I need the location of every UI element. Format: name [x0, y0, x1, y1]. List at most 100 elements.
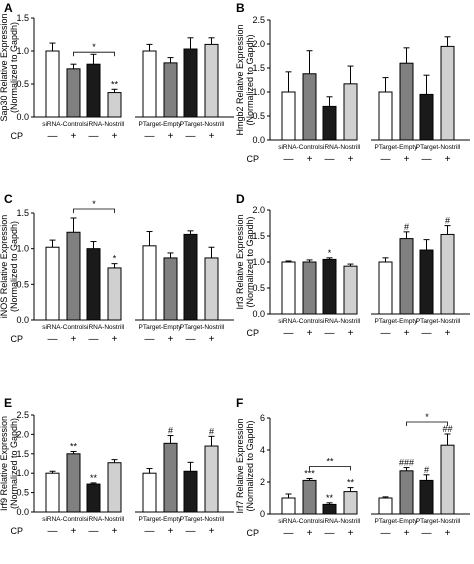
- bracket-label: *: [92, 42, 96, 52]
- cp-mark: +: [71, 131, 77, 142]
- bar: [142, 50, 157, 118]
- bar: [204, 43, 219, 118]
- group-label: PTarget-Empty: [375, 318, 419, 325]
- bracket-label: *: [425, 412, 429, 422]
- group-label: PTarget-Empty: [375, 518, 419, 525]
- cp-mark: —: [186, 526, 196, 537]
- cp-mark: —: [284, 154, 294, 165]
- bar: [142, 245, 157, 321]
- y-tick-label: 0.0: [16, 507, 29, 517]
- group-label: siRNA-Nostrill: [84, 121, 125, 128]
- significance-mark: **: [326, 493, 334, 503]
- cp-mark: +: [348, 528, 354, 539]
- cp-mark: —: [89, 131, 99, 142]
- bar: [378, 497, 393, 515]
- cp-mark: —: [89, 526, 99, 537]
- cp-mark: —: [284, 528, 294, 539]
- group-label: siRNA-Nostrill: [320, 144, 361, 151]
- cp-mark: —: [381, 328, 391, 339]
- y-tick-label: 1.5: [16, 208, 29, 218]
- group-label: PTarget-Nostrill: [180, 324, 225, 331]
- significance-mark: #: [209, 426, 214, 436]
- cp-mark: +: [71, 526, 77, 537]
- y-tick-label: 0.0: [16, 315, 29, 325]
- bar: [322, 503, 337, 515]
- y-tick-label: 0.5: [16, 279, 29, 289]
- group-label: siRNA-Control: [278, 144, 320, 151]
- group-label: PTarget-Nostrill: [416, 318, 461, 325]
- group-label: PTarget-Empty: [139, 516, 183, 523]
- group-label: PTarget-Nostrill: [180, 121, 225, 128]
- cp-mark: +: [307, 528, 313, 539]
- y-tick-label: 0.5: [16, 79, 29, 89]
- bar: [107, 92, 122, 118]
- y-axis-title-normalized: (Normalized to Gapdh): [245, 216, 255, 307]
- bar: [419, 93, 434, 141]
- cp-mark: —: [145, 334, 155, 345]
- cp-mark: +: [209, 526, 215, 537]
- bar: [440, 45, 455, 141]
- comparison-bracket: [73, 208, 115, 213]
- bar: [322, 105, 337, 141]
- significance-mark: #: [445, 216, 450, 226]
- y-tick-label: 1.0: [252, 87, 265, 97]
- group-label: siRNA-Nostrill: [320, 318, 361, 325]
- cp-mark: —: [186, 131, 196, 142]
- y-tick-label: 0.0: [252, 309, 265, 319]
- group-label: siRNA-Nostrill: [84, 516, 125, 523]
- y-tick-label: 1.5: [252, 231, 265, 241]
- cp-mark: +: [168, 334, 174, 345]
- y-axis-title-normalized: (Normalized to Gapdh): [245, 34, 255, 125]
- group-label: siRNA-Nostrill: [84, 324, 125, 331]
- y-tick-label: 1.0: [16, 46, 29, 56]
- bar: [45, 50, 60, 118]
- group-label: siRNA-Nostrill: [320, 518, 361, 525]
- cp-mark: —: [422, 328, 432, 339]
- y-tick-label: 4: [260, 445, 265, 455]
- panel-letter: D: [236, 192, 245, 206]
- bar: [302, 261, 317, 315]
- cp-mark: +: [445, 154, 451, 165]
- bar: [107, 462, 122, 513]
- cp-mark: +: [112, 131, 118, 142]
- bracket-label: **: [326, 456, 334, 466]
- bar: [378, 91, 393, 141]
- y-axis-title-normalized: (Normalized to Gapdh): [9, 22, 19, 113]
- group-label: siRNA-Control: [278, 318, 320, 325]
- significance-mark: *: [113, 254, 117, 264]
- cp-mark: +: [445, 528, 451, 539]
- comparison-bracket: [406, 421, 448, 426]
- cp-mark: +: [168, 526, 174, 537]
- panel-letter: C: [4, 192, 13, 206]
- cp-mark: +: [348, 154, 354, 165]
- y-axis-title-normalized: (Normalized to Gapdh): [9, 221, 19, 312]
- y-tick-label: 0.5: [252, 283, 265, 293]
- significance-mark: **: [70, 441, 78, 451]
- y-tick-label: 2.0: [16, 429, 29, 439]
- bar: [322, 258, 337, 315]
- group-label: PTarget-Nostrill: [180, 516, 225, 523]
- significance-mark: ##: [442, 424, 452, 434]
- group-label: PTarget-Nostrill: [416, 518, 461, 525]
- significance-mark: #: [424, 465, 429, 475]
- cp-mark: —: [325, 328, 335, 339]
- bar: [183, 233, 198, 321]
- cp-label: CP: [246, 528, 259, 538]
- significance-mark: **: [111, 79, 119, 89]
- cp-mark: +: [168, 131, 174, 142]
- cp-mark: —: [422, 154, 432, 165]
- significance-mark: #: [168, 426, 173, 436]
- cp-mark: —: [325, 528, 335, 539]
- bar: [343, 491, 358, 515]
- cp-label: CP: [10, 526, 23, 536]
- panel-b: B Hmgb2 Relative Expression (Normalized to…: [235, 1, 470, 165]
- y-tick-label: 1.5: [16, 13, 29, 23]
- bar: [163, 62, 178, 118]
- bar: [399, 238, 414, 315]
- bar: [281, 497, 296, 515]
- bar: [86, 248, 101, 321]
- group-label: siRNA-Control: [42, 516, 84, 523]
- bar: [343, 265, 358, 315]
- significance-mark: *: [328, 248, 332, 258]
